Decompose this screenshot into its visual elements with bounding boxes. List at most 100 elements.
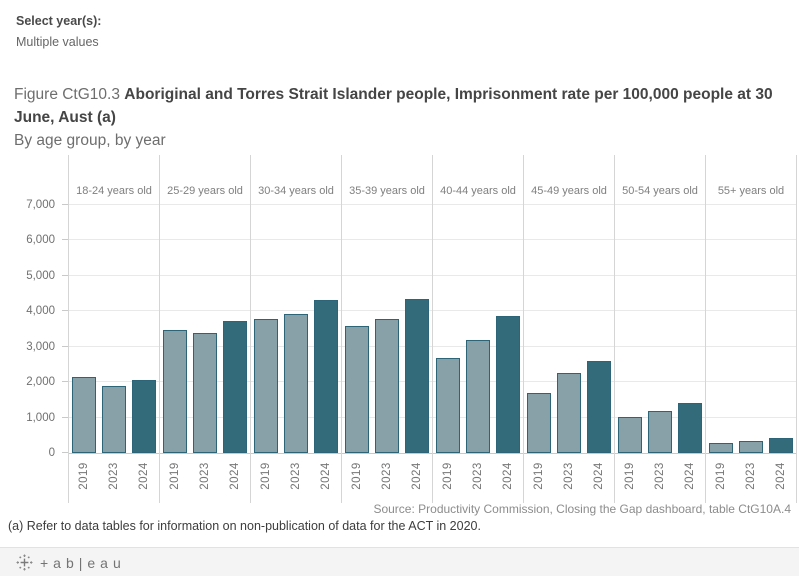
year-tick-label-2024: 2024 [411, 462, 423, 490]
year-tick-label-2023: 2023 [563, 462, 575, 490]
gridline [524, 345, 614, 347]
y-tick-mark [62, 416, 68, 418]
bar-50-54-years-old-2019[interactable] [618, 416, 642, 453]
bar-55plus-years-old-2019[interactable] [709, 443, 733, 453]
panel-plot-area [342, 203, 432, 454]
gridline [524, 203, 614, 205]
figure-number: Figure CtG10.3 [14, 86, 125, 103]
year-tick-label-2024: 2024 [138, 462, 150, 490]
age-group-panels: 18-24 years old 2019 2023 2024 25-29 years o… [68, 155, 797, 503]
year-axis-labels: 2019 2023 2024 [342, 454, 432, 503]
year-tick-label-2023: 2023 [199, 462, 211, 490]
bar-35-39-years-old-2019[interactable] [345, 326, 369, 453]
bar-18-24-years-old-2019[interactable] [72, 376, 96, 453]
year-tick-label-2024: 2024 [684, 462, 696, 490]
age-group-label: 45-49 years old [531, 185, 607, 197]
bar-45-49-years-old-2023[interactable] [557, 373, 581, 453]
gridline [160, 239, 250, 241]
figure-title-text: Aboriginal and Torres Strait Islander pe… [14, 86, 773, 126]
gridline [251, 203, 341, 205]
panel-55plus-years-old: 55+ years old 2019 2023 2024 [705, 155, 797, 503]
y-tick-label-7-000: 7,000 [26, 198, 55, 211]
bar-35-39-years-old-2024[interactable] [405, 299, 429, 453]
panel-plot-area [706, 203, 796, 454]
y-tick-mark [62, 274, 68, 276]
year-filter-label: Select year(s): [16, 14, 102, 28]
gridline [615, 203, 705, 205]
gridline [433, 310, 523, 312]
gridline [160, 274, 250, 276]
bar-25-29-years-old-2019[interactable] [163, 329, 187, 453]
year-tick-label-2019: 2019 [442, 462, 454, 490]
gridline [706, 239, 796, 241]
panel-plot-area [251, 203, 341, 454]
year-tick-label-2024: 2024 [593, 462, 605, 490]
year-filter-value[interactable]: Multiple values [16, 35, 99, 49]
bar-30-34-years-old-2024[interactable] [314, 300, 338, 453]
bar-40-44-years-old-2024[interactable] [496, 316, 520, 453]
year-tick-label-2019: 2019 [260, 462, 272, 490]
bar-35-39-years-old-2023[interactable] [375, 318, 399, 453]
tableau-sparkle-icon [16, 554, 33, 571]
panel-plot-area [160, 203, 250, 454]
bar-30-34-years-old-2019[interactable] [254, 318, 278, 453]
y-tick-label-1-000: 1,000 [26, 411, 55, 424]
footnote-a: (a) Refer to data tables for information… [8, 519, 481, 533]
year-tick-label-2019: 2019 [169, 462, 181, 490]
gridline [615, 274, 705, 276]
gridline [706, 416, 796, 418]
bar-50-54-years-old-2023[interactable] [648, 410, 672, 453]
gridline [342, 310, 432, 312]
bar-18-24-years-old-2023[interactable] [102, 385, 126, 453]
bar-40-44-years-old-2019[interactable] [436, 358, 460, 453]
panel-18-24-years-old: 18-24 years old 2019 2023 2024 [68, 155, 159, 503]
y-tick-label-2-000: 2,000 [26, 376, 55, 389]
panel-45-49-years-old: 45-49 years old 2019 2023 2024 [523, 155, 614, 503]
panel-40-44-years-old: 40-44 years old 2019 2023 2024 [432, 155, 523, 503]
y-tick-label-3-000: 3,000 [26, 340, 55, 353]
bar-45-49-years-old-2024[interactable] [587, 361, 611, 453]
year-tick-label-2024: 2024 [775, 462, 787, 490]
gridline [342, 274, 432, 276]
bar-30-34-years-old-2023[interactable] [284, 314, 308, 453]
gridline [433, 203, 523, 205]
age-group-label: 55+ years old [717, 185, 785, 197]
year-tick-label-2023: 2023 [290, 462, 302, 490]
gridline [706, 381, 796, 383]
year-tick-label-2019: 2019 [533, 462, 545, 490]
bar-55plus-years-old-2024[interactable] [769, 438, 793, 453]
y-tick-label-6-000: 6,000 [26, 234, 55, 247]
bar-45-49-years-old-2019[interactable] [527, 393, 551, 453]
bar-25-29-years-old-2024[interactable] [223, 320, 247, 453]
year-tick-label-2023: 2023 [745, 462, 757, 490]
tableau-logo-link[interactable]: +ab|eau [16, 554, 126, 571]
panel-30-34-years-old: 30-34 years old 2019 2023 2024 [250, 155, 341, 503]
age-group-label: 30-34 years old [258, 185, 334, 197]
bar-40-44-years-old-2023[interactable] [466, 339, 490, 453]
bar-18-24-years-old-2024[interactable] [132, 380, 156, 453]
y-axis: 0 1,000 2,000 3,000 4,000 5,000 6,000 7,000 [0, 199, 68, 459]
gridline [69, 310, 159, 312]
year-tick-label-2023: 2023 [472, 462, 484, 490]
gridline [69, 381, 159, 383]
bar-25-29-years-old-2023[interactable] [193, 332, 217, 453]
gridline [524, 274, 614, 276]
gridline [251, 310, 341, 312]
gridline [706, 345, 796, 347]
panel-plot-area [69, 203, 159, 454]
gridline [160, 203, 250, 205]
y-tick-mark [62, 310, 68, 312]
panel-50-54-years-old: 50-54 years old 2019 2023 2024 [614, 155, 705, 503]
year-axis-labels: 2019 2023 2024 [615, 454, 705, 503]
tableau-toolbar: +ab|eau [0, 547, 799, 576]
panel-35-39-years-old: 35-39 years old 2019 2023 2024 [341, 155, 432, 503]
year-tick-label-2024: 2024 [320, 462, 332, 490]
y-tick-label-4-000: 4,000 [26, 305, 55, 318]
gridline [615, 310, 705, 312]
year-tick-label-2019: 2019 [624, 462, 636, 490]
gridline [69, 345, 159, 347]
age-group-label: 40-44 years old [440, 185, 516, 197]
bar-50-54-years-old-2024[interactable] [678, 403, 702, 453]
bar-55plus-years-old-2023[interactable] [739, 440, 763, 453]
